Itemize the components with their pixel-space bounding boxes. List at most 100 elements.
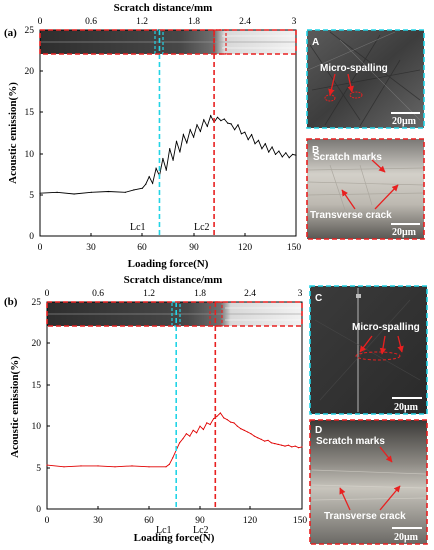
data-point-b-23 [219,412,221,414]
data-point-a-32 [227,122,229,124]
data-point-a-29 [216,116,219,118]
micrograph-a [307,30,424,128]
lc1-label-b: Lc1 [156,525,172,536]
tick-marks-a [39,70,246,236]
micrograph-b [307,139,424,239]
inset-c: C Micro-spalling 20μm [309,285,428,415]
y-tick-a-25: 25 [25,26,35,36]
top-tick-a-5: 3 [292,17,297,27]
data-point-b-16 [196,432,198,434]
data-point-b-1 [63,466,65,468]
inset-d: D Scratch marks Transverse crack 20μm [309,419,428,545]
data-point-b-35 [260,438,262,440]
data-point-a-38 [247,139,249,141]
data-point-b-5 [131,465,133,467]
y-tick-a-20: 20 [25,67,35,77]
data-point-a-51 [292,153,294,155]
data-point-b-19 [206,422,208,424]
inset-frame-a [306,29,425,129]
y-tick-a-15: 15 [25,108,35,118]
data-point-b-30 [243,429,245,431]
data-point-a-47 [278,150,280,152]
data-point-b-39 [274,443,276,445]
annotation-transverse-crack-d: Transverse crack [324,511,406,522]
y-tick-a-0: 0 [29,232,34,242]
data-point-b-25 [226,419,228,421]
annotation-scratch-marks-b: Scratch marks [313,152,382,163]
data-point-b-17 [199,425,201,427]
annotation-micro-spalling-a: Micro-spalling [320,63,388,74]
data-point-b-2 [80,465,82,467]
scale-bar-b: 20μm [392,227,417,238]
data-point-b-42 [284,445,286,447]
x-axis-label-b: Loading force(N) [134,532,215,544]
plot-frame-b [46,301,303,510]
y-ticks-b: 0 5 10 15 20 25 [32,298,42,515]
top-ticks-b: 0 0.6 1.2 1.8 2.4 3 [45,289,303,299]
data-point-b-9 [172,457,174,459]
top-tick-b-5: 3 [298,289,303,299]
data-point-a-37 [244,131,246,133]
data-point-a-3 [90,191,92,193]
data-point-b-22 [216,415,218,417]
scale-bar-c: 20μm [394,402,419,413]
data-point-a-34 [234,129,236,131]
data-point-a-44 [268,151,270,153]
x-tick-b-30: 30 [93,516,103,526]
data-point-b-12 [182,438,184,440]
lc2-box-a [213,29,227,55]
inset-letter-c: C [315,293,322,304]
x-tick-b-0: 0 [45,516,50,526]
data-point-b-4 [114,466,116,468]
top-tick-a-0: 0 [38,17,43,27]
x-tick-b-90: 90 [195,516,205,526]
top-tick-b-1: 0.6 [92,289,104,299]
data-point-b-8 [168,463,170,465]
data-point-a-36 [240,133,242,135]
y-axis-label-a: Acoustic emission(%) [7,82,19,184]
data-point-a-25 [203,119,205,121]
data-point-a-5 [124,191,126,193]
data-point-a-15 [169,148,171,150]
plot-frame-a [39,29,297,237]
track-box-a [39,29,297,55]
track-box-b [46,301,303,327]
inset-a: A Micro-spalling 20μm [306,29,425,129]
micrograph-d [310,420,427,544]
series-points-b [46,412,303,468]
top-tick-b-4: 2.4 [244,289,256,299]
data-point-b-38 [270,442,272,444]
data-point-a-8 [145,183,147,185]
x-axis-label-a: Loading force(N) [128,258,209,270]
data-point-b-13 [185,433,187,435]
top-tick-b-0: 0 [45,289,50,299]
data-point-b-24 [223,417,225,419]
data-point-a-52 [295,154,297,156]
scale-bar-d: 20μm [394,532,419,543]
data-point-a-42 [261,148,263,150]
data-point-b-14 [189,435,191,437]
top-tick-b-3: 1.8 [194,289,206,299]
y-tick-b-0: 0 [36,505,41,515]
data-point-a-14 [165,169,167,171]
data-point-a-21 [189,129,191,131]
top-tick-a-3: 1.8 [188,17,200,27]
y-tick-a-10: 10 [25,150,35,160]
top-tick-a-4: 2.4 [239,17,251,27]
inset-letter-b: B [312,145,319,156]
data-point-a-11 [155,167,157,169]
series-points-a [39,115,297,195]
data-point-a-10 [152,182,154,184]
y-axis-label-b: Acoustic emission(%) [9,356,21,458]
y-tick-b-25: 25 [32,298,42,308]
data-point-a-0 [39,192,41,194]
data-point-b-31 [247,431,249,433]
y-ticks-a: 0 5 10 15 20 25 [25,26,35,242]
data-point-a-48 [281,156,283,158]
inset-letter-a: A [312,37,319,48]
x-ticks-a: 0 30 60 90 120 150 [38,243,302,253]
panel-a: (a) Scratch distance/mm 0 0.6 1.2 1.8 2.… [4,2,301,270]
data-point-a-35 [237,124,239,126]
scale-bar-a: 20μm [392,116,417,127]
